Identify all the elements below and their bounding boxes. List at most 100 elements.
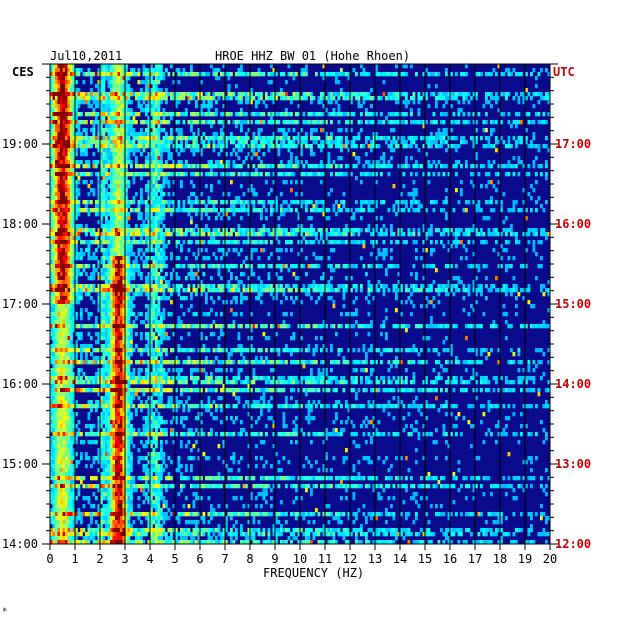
heatmap-cell <box>517 240 521 245</box>
heatmap-cell <box>87 160 91 165</box>
heatmap-cell <box>445 216 448 221</box>
heatmap-cell <box>242 160 246 165</box>
heatmap-cell <box>115 160 118 165</box>
heatmap-cell <box>535 172 538 177</box>
heatmap-cell <box>62 108 66 113</box>
heatmap-cell <box>315 164 318 169</box>
heatmap-cell <box>187 120 191 125</box>
heatmap-cell <box>62 216 66 221</box>
heatmap-cell <box>317 208 321 213</box>
heatmap-cell <box>372 208 376 213</box>
heatmap-cell <box>102 108 106 113</box>
heatmap-cell <box>90 144 93 149</box>
heatmap-cell <box>110 272 113 277</box>
heatmap-cell <box>460 180 463 185</box>
heatmap-cell <box>515 140 518 145</box>
heatmap-cell <box>340 88 343 93</box>
heatmap-cell <box>50 260 53 265</box>
heatmap-cell <box>242 200 246 205</box>
heatmap-cell <box>295 232 298 237</box>
heatmap-cell <box>75 200 78 205</box>
heatmap-cell <box>117 140 121 145</box>
heatmap-cell <box>177 228 181 233</box>
heatmap-cell <box>270 240 273 245</box>
heatmap-cell <box>387 96 391 101</box>
heatmap-cell <box>115 268 118 273</box>
heatmap-cell <box>177 80 181 85</box>
heatmap-cell <box>65 64 68 69</box>
heatmap-cell <box>365 152 368 157</box>
heatmap-cell <box>375 200 378 205</box>
heatmap-cell <box>315 232 318 237</box>
heatmap-cell <box>220 216 223 221</box>
heatmap-cell <box>522 232 526 237</box>
heatmap-cell <box>205 248 208 253</box>
heatmap-cell <box>230 228 233 233</box>
heatmap-cell <box>282 112 286 117</box>
heatmap-cell <box>245 140 248 145</box>
heatmap-cell <box>400 120 403 125</box>
heatmap-cell <box>510 288 513 293</box>
heatmap-cell <box>175 92 178 97</box>
heatmap-cell <box>330 240 333 245</box>
heatmap-cell <box>237 144 241 149</box>
heatmap-cell <box>275 272 278 277</box>
heatmap-cell <box>220 160 223 165</box>
heatmap-cell <box>387 112 391 117</box>
heatmap-cell <box>455 96 458 101</box>
heatmap-cell <box>207 164 211 169</box>
heatmap-cell <box>50 284 53 289</box>
heatmap-cell <box>222 92 226 97</box>
heatmap-cell <box>275 92 278 97</box>
heatmap-cell <box>130 124 133 129</box>
heatmap-cell <box>110 100 113 105</box>
heatmap-cell <box>122 108 126 113</box>
heatmap-cell <box>525 248 528 253</box>
heatmap-cell <box>55 208 58 213</box>
heatmap-cell <box>57 176 61 181</box>
heatmap-cell <box>57 152 61 157</box>
heatmap-cell <box>105 272 108 277</box>
heatmap-cell <box>52 108 56 113</box>
heatmap-cell <box>147 180 151 185</box>
heatmap-cell <box>427 72 431 77</box>
heatmap-cell <box>202 272 206 277</box>
heatmap-cell <box>312 152 316 157</box>
heatmap-cell <box>152 276 156 281</box>
heatmap-cell <box>160 192 163 197</box>
heatmap-cell <box>207 92 211 97</box>
heatmap-cell <box>230 132 233 137</box>
heatmap-cell <box>100 208 103 213</box>
heatmap-cell <box>132 72 136 77</box>
heatmap-cell <box>377 232 381 237</box>
heatmap-cell <box>332 228 336 233</box>
heatmap-cell <box>127 300 131 305</box>
heatmap-cell <box>417 92 421 97</box>
heatmap-cell <box>545 136 548 141</box>
heatmap-cell <box>222 64 226 69</box>
heatmap-cell <box>115 76 118 81</box>
heatmap-cell <box>130 120 133 125</box>
heatmap-cell <box>190 136 193 141</box>
heatmap-cell <box>242 204 246 209</box>
heatmap-cell <box>487 144 491 149</box>
heatmap-cell <box>120 284 123 289</box>
heatmap-cell <box>365 92 368 97</box>
heatmap-cell <box>132 228 136 233</box>
heatmap-cell <box>157 136 161 141</box>
heatmap-cell <box>50 304 53 309</box>
heatmap-cell <box>157 172 161 177</box>
heatmap-cell <box>532 240 536 245</box>
heatmap-cell <box>240 92 243 97</box>
heatmap-cell <box>212 96 216 101</box>
heatmap-cell <box>135 208 138 213</box>
heatmap-cell <box>117 256 121 261</box>
heatmap-cell <box>112 220 116 225</box>
heatmap-cell <box>347 164 351 169</box>
heatmap-cell <box>162 248 166 253</box>
heatmap-cell <box>252 272 256 277</box>
heatmap-cell <box>497 252 501 257</box>
heatmap-cell <box>60 228 63 233</box>
heatmap-cell <box>250 172 253 177</box>
heatmap-cell <box>157 76 161 81</box>
